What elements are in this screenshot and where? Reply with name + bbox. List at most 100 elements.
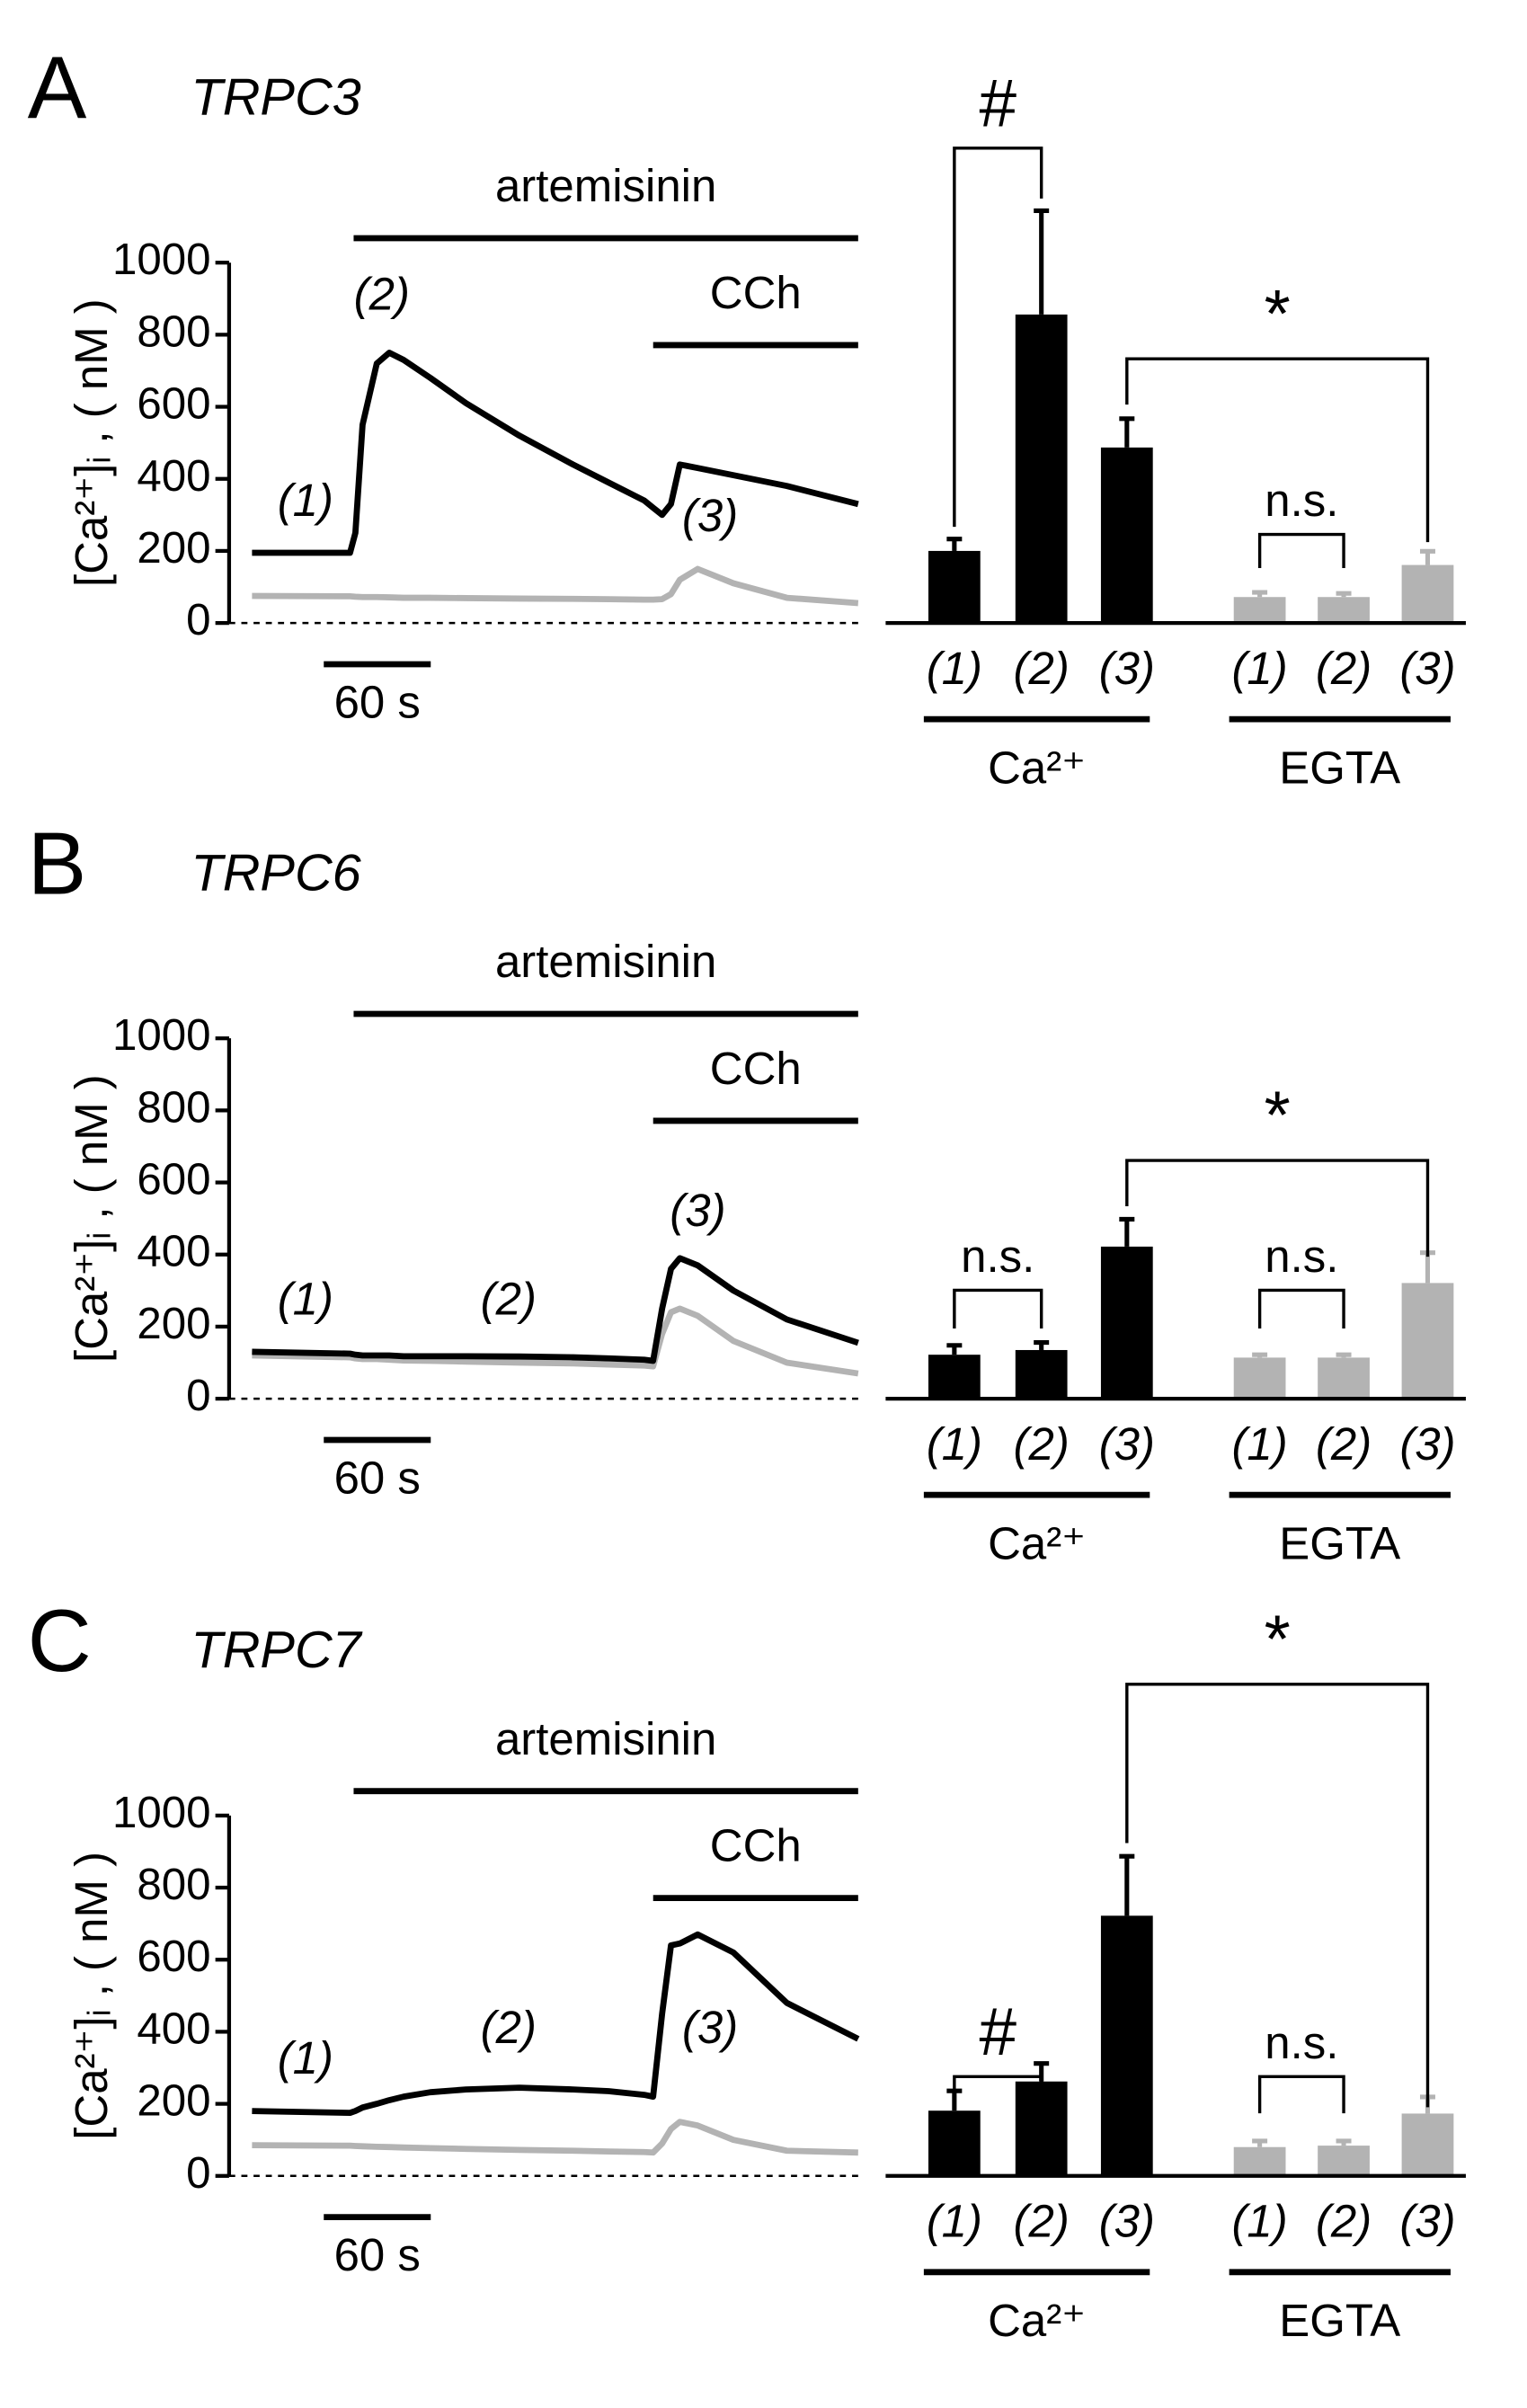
trace-label: (2) [481, 1274, 537, 1325]
panel-title: TRPC3 [191, 68, 360, 126]
panel-letter: B [28, 813, 87, 912]
significance-label: * [1265, 1601, 1291, 1676]
x-tick-label: (2) [1014, 643, 1070, 694]
y-tick-label: 600 [137, 1932, 210, 1981]
group-label: Ca²⁺ [988, 1517, 1086, 1568]
bar [1015, 2081, 1068, 2176]
x-tick-label: (3) [1099, 2196, 1155, 2247]
panel-title: TRPC6 [191, 844, 361, 902]
trace-label: (1) [278, 475, 333, 526]
y-tick-label: 0 [186, 595, 210, 644]
significance-bracket [1257, 1288, 1345, 1328]
y-tick-label: 1000 [112, 1010, 211, 1060]
bar [1233, 597, 1286, 624]
panel-letter: A [28, 38, 87, 137]
bar [1401, 2113, 1454, 2176]
trace [252, 1305, 859, 1377]
bar [1233, 2146, 1286, 2176]
significance-label: n.s. [1265, 2017, 1338, 2068]
significance-label: # [979, 65, 1017, 140]
x-tick-label: (1) [1231, 643, 1287, 694]
x-tick-label: (2) [1014, 2196, 1070, 2247]
x-tick-label: (2) [1316, 643, 1372, 694]
group-label: Ca²⁺ [988, 742, 1086, 793]
y-axis-label: [Ca²⁺]ᵢ , ( nM ) [66, 1852, 117, 2140]
bar [1401, 1283, 1454, 1399]
x-tick-label: (2) [1316, 2196, 1372, 2247]
y-axis-label: [Ca²⁺]ᵢ , ( nM ) [66, 298, 117, 587]
y-tick-label: 1000 [112, 1788, 211, 1837]
panel-title: TRPC7 [191, 1622, 362, 1679]
bar [1401, 564, 1454, 624]
bar [1233, 1357, 1286, 1399]
x-tick-label: (3) [1099, 643, 1155, 694]
y-axis-label: [Ca²⁺]ᵢ , ( nM ) [66, 1074, 117, 1363]
bar [928, 550, 981, 624]
y-tick-label: 800 [137, 307, 210, 356]
trace-label: (2) [481, 2002, 537, 2053]
x-tick-label: (2) [1316, 1418, 1372, 1470]
x-tick-label: (1) [927, 643, 982, 694]
scale-bar-label: 60 s [334, 676, 421, 727]
trace-label: (1) [278, 2032, 333, 2084]
y-tick-label: 0 [186, 2148, 210, 2198]
y-tick-label: 200 [137, 2076, 210, 2126]
trace [252, 350, 859, 556]
x-tick-label: (1) [927, 2196, 982, 2247]
y-tick-label: 1000 [112, 235, 211, 284]
trace-label: (3) [682, 2002, 738, 2053]
y-tick-label: 600 [137, 1155, 210, 1204]
y-tick-label: 400 [137, 2004, 210, 2053]
x-tick-label: (1) [1231, 1418, 1287, 1470]
significance-label: # [979, 1994, 1017, 2069]
y-tick-label: 200 [137, 1299, 210, 1348]
treatment-label: CCh [710, 267, 802, 318]
significance-label: * [1265, 276, 1291, 351]
significance-bracket [953, 2075, 1043, 2110]
y-tick-label: 800 [137, 1860, 210, 1909]
x-tick-label: (3) [1399, 1418, 1455, 1470]
significance-label: * [1265, 1078, 1291, 1153]
y-tick-label: 0 [186, 1371, 210, 1420]
significance-bracket [1257, 532, 1345, 568]
trace-label: (3) [670, 1185, 725, 1236]
x-tick-label: (3) [1399, 2196, 1455, 2247]
bar [1015, 1349, 1068, 1399]
bar [928, 1355, 981, 1399]
group-label: EGTA [1279, 2295, 1400, 2346]
treatment-label: CCh [710, 1043, 802, 1094]
treatment-label: artemisinin [495, 936, 716, 987]
significance-bracket [1125, 1159, 1430, 1257]
scale-bar-label: 60 s [334, 2229, 421, 2280]
bar [1100, 447, 1153, 624]
y-tick-label: 400 [137, 451, 210, 501]
bar [1100, 1246, 1153, 1399]
significance-bracket [953, 147, 1043, 528]
significance-bracket [1125, 357, 1430, 543]
significance-label: n.s. [1265, 475, 1338, 526]
x-tick-label: (3) [1399, 643, 1455, 694]
significance-label: n.s. [1265, 1231, 1338, 1282]
bar [1318, 597, 1370, 624]
trace [252, 565, 859, 607]
y-tick-label: 200 [137, 523, 210, 573]
x-tick-label: (1) [927, 1418, 982, 1470]
group-label: EGTA [1279, 1517, 1400, 1568]
significance-label: n.s. [961, 1231, 1034, 1282]
significance-bracket [1257, 2075, 1345, 2114]
bar [1318, 2146, 1370, 2176]
y-tick-label: 600 [137, 379, 210, 429]
x-tick-label: (1) [1231, 2196, 1287, 2247]
trace-label: (2) [354, 269, 410, 320]
group-label: Ca²⁺ [988, 2295, 1086, 2346]
bar [1318, 1357, 1370, 1399]
significance-bracket [953, 1288, 1043, 1328]
group-label: EGTA [1279, 742, 1400, 793]
trace [252, 2119, 858, 2156]
trace [252, 1255, 859, 1364]
trace [252, 1931, 860, 2117]
bar [928, 2110, 981, 2176]
x-tick-label: (3) [1099, 1418, 1155, 1470]
